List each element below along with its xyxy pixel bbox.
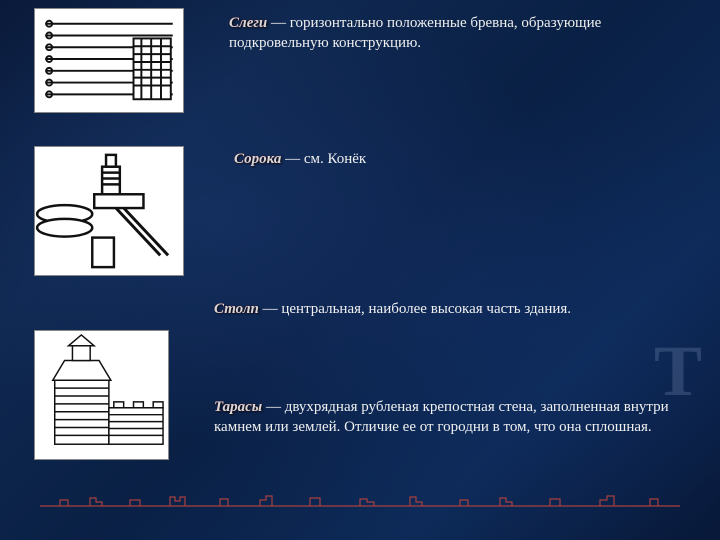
term-stolp: Столп [214,301,259,317]
entry-stolp-text: Столп — центральная, наиболее высокая ча… [214,300,714,320]
def-stolp: — центральная, наиболее высокая часть зд… [259,301,571,317]
ornamental-divider [40,492,680,512]
entry-tarasy-text: Тарасы — двухрядная рубленая крепостная … [214,398,704,437]
thumb-tarasy [34,330,169,460]
entry-slegi-text: Слеги — горизонтально положенные бревна,… [229,14,649,53]
def-tarasy: — двухрядная рубленая крепостная стена, … [214,399,669,435]
section-letter: Т [654,330,702,413]
def-soroka: — см. Конёк [281,151,366,167]
term-soroka: Сорока [234,151,281,167]
term-tarasy: Тарасы [214,399,262,415]
def-slegi: — горизонтально положенные бревна, образ… [229,15,601,51]
thumb-slegi [34,8,184,113]
term-slegi: Слеги [229,15,267,31]
thumb-soroka [34,146,184,276]
entry-soroka-text: Сорока — см. Конёк [234,150,654,170]
